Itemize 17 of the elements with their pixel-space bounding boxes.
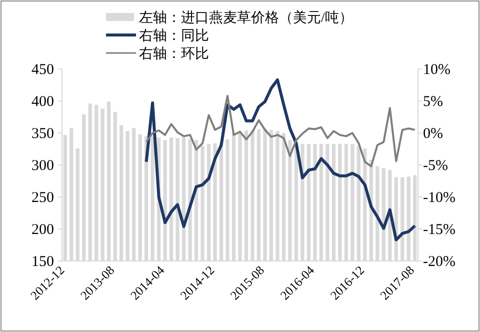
y2-tick-label: -15% bbox=[423, 222, 456, 238]
y-tick-label: 200 bbox=[32, 222, 54, 238]
legend-label: 右轴：环比 bbox=[139, 46, 209, 62]
y-tick-label: 350 bbox=[32, 126, 54, 142]
y-tick-label: 150 bbox=[32, 254, 54, 270]
legend-label: 左轴：进口燕麦草价格（美元/吨） bbox=[139, 10, 353, 26]
y2-tick-label: -10% bbox=[423, 190, 456, 206]
y2-tick-label: -20% bbox=[423, 254, 456, 270]
y2-tick-label: 10% bbox=[423, 62, 450, 78]
y2-tick-label: 0% bbox=[423, 126, 443, 142]
y-tick-label: 250 bbox=[32, 190, 54, 206]
y-tick-label: 400 bbox=[32, 94, 54, 110]
legend-label: 右轴：同比 bbox=[139, 28, 209, 44]
y-tick-label: 450 bbox=[32, 62, 54, 78]
y2-tick-label: -5% bbox=[423, 158, 448, 174]
y2-tick-label: 5% bbox=[423, 94, 443, 110]
y-tick-label: 300 bbox=[32, 158, 54, 174]
